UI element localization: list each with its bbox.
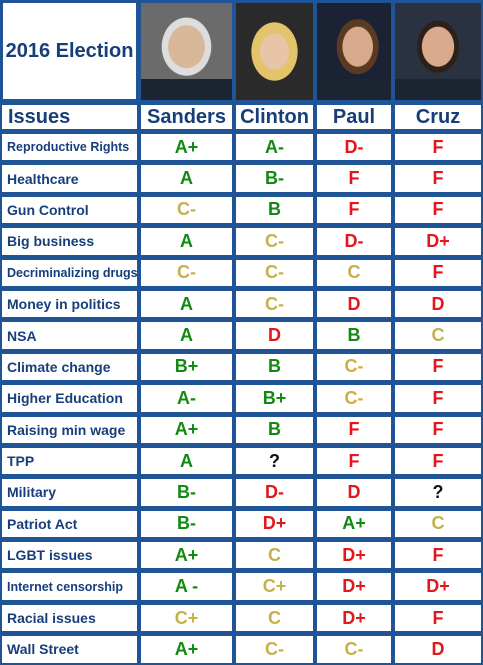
grade-sanders: B+ — [141, 353, 232, 381]
grade-sanders: B- — [141, 479, 232, 506]
grade-cruz: F — [395, 416, 481, 443]
grade-sanders: A — [141, 165, 232, 192]
issue-label: Racial issues — [2, 604, 137, 632]
grade-paul: D — [317, 479, 391, 506]
issue-label: Patriot Act — [2, 510, 137, 538]
grade-clinton: B — [236, 416, 313, 443]
grade-paul: F — [317, 165, 391, 192]
clinton-portrait-icon — [236, 3, 313, 100]
grade-paul: D- — [317, 134, 391, 161]
grade-cruz: F — [395, 196, 481, 224]
grade-paul: D+ — [317, 573, 391, 600]
grade-cruz: F — [395, 165, 481, 192]
grade-cruz: F — [395, 447, 481, 475]
grade-sanders: B- — [141, 510, 232, 538]
grade-cruz: D+ — [395, 573, 481, 600]
grade-paul: D+ — [317, 604, 391, 632]
issue-label: NSA — [2, 322, 137, 349]
grade-cruz: D — [395, 636, 481, 663]
grade-clinton: ? — [236, 447, 313, 475]
grade-cruz: D+ — [395, 228, 481, 255]
grade-paul: C- — [317, 385, 391, 412]
grade-clinton: B — [236, 196, 313, 224]
issue-label: Internet censorship — [2, 573, 137, 600]
candidate-header-cruz: Cruz — [395, 105, 481, 129]
grade-cruz: F — [395, 604, 481, 632]
sanders-portrait-icon — [141, 3, 232, 100]
issue-label: Money in politics — [2, 290, 137, 318]
issue-label: Gun Control — [2, 196, 137, 224]
issue-label: Climate change — [2, 353, 137, 381]
grade-paul: A+ — [317, 510, 391, 538]
grade-cruz: D — [395, 290, 481, 318]
grade-sanders: A+ — [141, 542, 232, 569]
issues-header: Issues — [2, 105, 137, 129]
grade-sanders: A+ — [141, 416, 232, 443]
grade-sanders: C- — [141, 196, 232, 224]
grade-paul: B — [317, 322, 391, 349]
grade-clinton: B+ — [236, 385, 313, 412]
grade-clinton: C+ — [236, 573, 313, 600]
grade-paul: F — [317, 416, 391, 443]
issue-label: TPP — [2, 447, 137, 475]
grade-paul: D+ — [317, 542, 391, 569]
grade-sanders: A+ — [141, 636, 232, 663]
grade-cruz: C — [395, 510, 481, 538]
table-title: 2016 Election — [3, 3, 136, 99]
grade-clinton: A- — [236, 134, 313, 161]
issue-label: Military — [2, 479, 137, 506]
issue-label: Reproductive Rights — [2, 134, 137, 161]
grade-paul: C- — [317, 353, 391, 381]
grade-cruz: F — [395, 353, 481, 381]
grade-paul: D — [317, 290, 391, 318]
grade-paul: C — [317, 259, 391, 286]
grade-clinton: B- — [236, 165, 313, 192]
grade-clinton: C — [236, 604, 313, 632]
grade-clinton: C- — [236, 228, 313, 255]
grade-cruz: F — [395, 385, 481, 412]
grade-clinton: D- — [236, 479, 313, 506]
grade-paul: C- — [317, 636, 391, 663]
grade-sanders: C- — [141, 259, 232, 286]
cruz-portrait-icon — [395, 3, 481, 100]
issue-label: Higher Education — [2, 385, 137, 412]
paul-portrait-icon — [317, 3, 391, 100]
grade-paul: F — [317, 447, 391, 475]
grade-clinton: C — [236, 542, 313, 569]
grade-cruz: ? — [395, 479, 481, 506]
issue-label: Raising min wage — [2, 416, 137, 443]
issue-label: Big business — [2, 228, 137, 255]
grade-sanders: A — [141, 228, 232, 255]
grade-paul: F — [317, 196, 391, 224]
grade-clinton: D+ — [236, 510, 313, 538]
grade-cruz: F — [395, 259, 481, 286]
candidate-header-sanders: Sanders — [141, 105, 232, 129]
grade-clinton: C- — [236, 290, 313, 318]
issue-label: LGBT issues — [2, 542, 137, 569]
grade-cruz: F — [395, 134, 481, 161]
issue-label: Wall Street — [2, 636, 137, 663]
issue-label: Healthcare — [2, 165, 137, 192]
grade-sanders: A — [141, 447, 232, 475]
grade-clinton: C- — [236, 259, 313, 286]
grade-clinton: C- — [236, 636, 313, 663]
grade-clinton: B — [236, 353, 313, 381]
candidate-header-paul: Paul — [317, 105, 391, 129]
grade-sanders: A- — [141, 385, 232, 412]
grade-paul: D- — [317, 228, 391, 255]
grade-sanders: A - — [141, 573, 232, 600]
grade-clinton: D — [236, 322, 313, 349]
grade-sanders: C+ — [141, 604, 232, 632]
grade-sanders: A — [141, 290, 232, 318]
issue-label: Decriminalizing drugs — [2, 259, 137, 286]
grade-sanders: A — [141, 322, 232, 349]
grade-cruz: F — [395, 542, 481, 569]
grade-cruz: C — [395, 322, 481, 349]
grade-sanders: A+ — [141, 134, 232, 161]
candidate-header-clinton: Clinton — [236, 105, 313, 129]
